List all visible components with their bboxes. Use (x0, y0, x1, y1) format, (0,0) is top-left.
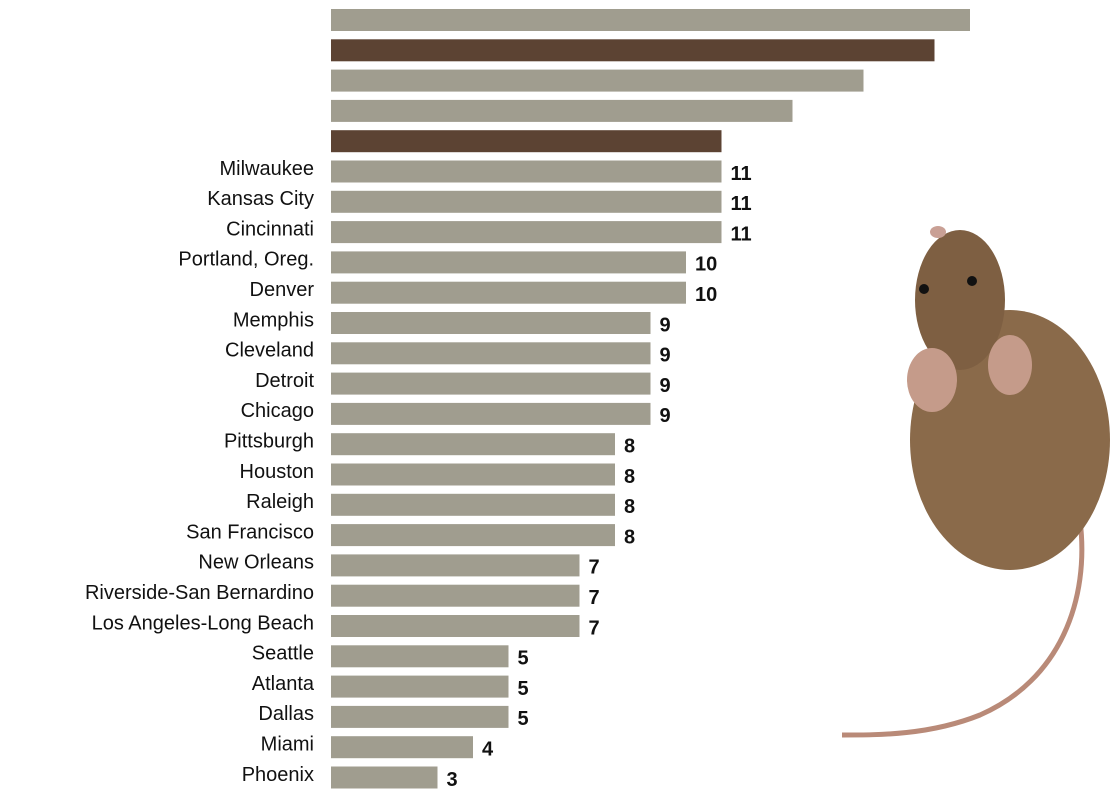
value-label: 9 (660, 314, 671, 336)
value-label: 11 (731, 223, 752, 245)
category-label: Kansas City (207, 188, 314, 210)
bar (331, 160, 722, 183)
bar (331, 39, 935, 62)
bar (331, 251, 686, 274)
value-label: 11 (731, 193, 752, 215)
bar (331, 463, 615, 486)
value-label: 3 (447, 769, 458, 791)
category-label: Miami (261, 733, 314, 755)
bar (331, 312, 651, 334)
value-label: 10 (695, 254, 717, 276)
bar (331, 190, 722, 213)
category-label: Memphis (233, 309, 314, 331)
value-label: 5 (518, 708, 529, 730)
value-label: 11 (731, 163, 752, 185)
bar (331, 615, 580, 637)
bar (331, 433, 615, 456)
category-label: New Orleans (198, 552, 314, 574)
value-label: 5 (518, 648, 529, 670)
value-label: 7 (589, 587, 600, 609)
bar (331, 645, 509, 668)
bar (331, 130, 722, 153)
value-label: 9 (660, 375, 671, 397)
bar (331, 736, 473, 759)
value-label: 8 (624, 496, 635, 518)
category-label: Atlanta (252, 673, 315, 695)
value-label: 5 (518, 678, 529, 700)
value-label: 4 (482, 738, 494, 760)
category-label: San Francisco (186, 521, 314, 543)
value-label: 8 (624, 466, 635, 488)
bar (331, 524, 615, 547)
bar (331, 705, 509, 728)
value-label: 8 (624, 435, 635, 457)
category-label: Denver (250, 279, 315, 301)
value-label: 9 (660, 345, 671, 367)
value-label: 7 (589, 617, 600, 639)
category-label: Chicago (241, 400, 314, 422)
bar (331, 99, 793, 122)
category-label: Portland, Oreg. (178, 249, 314, 271)
category-label: Cleveland (225, 340, 314, 362)
category-label: Dallas (258, 703, 314, 725)
category-label: Houston (240, 461, 315, 483)
category-label: Seattle (252, 643, 314, 665)
value-label: 7 (589, 557, 600, 579)
category-label: Phoenix (242, 764, 314, 786)
bar (331, 493, 615, 516)
bar (331, 402, 651, 425)
bar (331, 584, 580, 607)
value-label: 8 (624, 526, 635, 548)
bar (331, 9, 970, 31)
category-label: Raleigh (246, 491, 314, 513)
mouse-illustration (841, 226, 1110, 738)
bar (331, 554, 580, 577)
bar (331, 766, 438, 789)
bar (331, 675, 509, 698)
category-label: Riverside-San Bernardino (85, 582, 314, 604)
category-label: Cincinnati (226, 218, 314, 240)
bar (331, 372, 651, 395)
value-label: 9 (660, 405, 671, 427)
category-label: Detroit (255, 370, 314, 392)
bar (331, 69, 864, 92)
bar (331, 281, 686, 304)
category-label: Milwaukee (220, 158, 314, 180)
bar (331, 342, 651, 365)
category-label: Pittsburgh (224, 430, 314, 452)
bar (331, 221, 722, 244)
category-label: Los Angeles-Long Beach (92, 612, 314, 634)
value-label: 10 (695, 284, 717, 306)
